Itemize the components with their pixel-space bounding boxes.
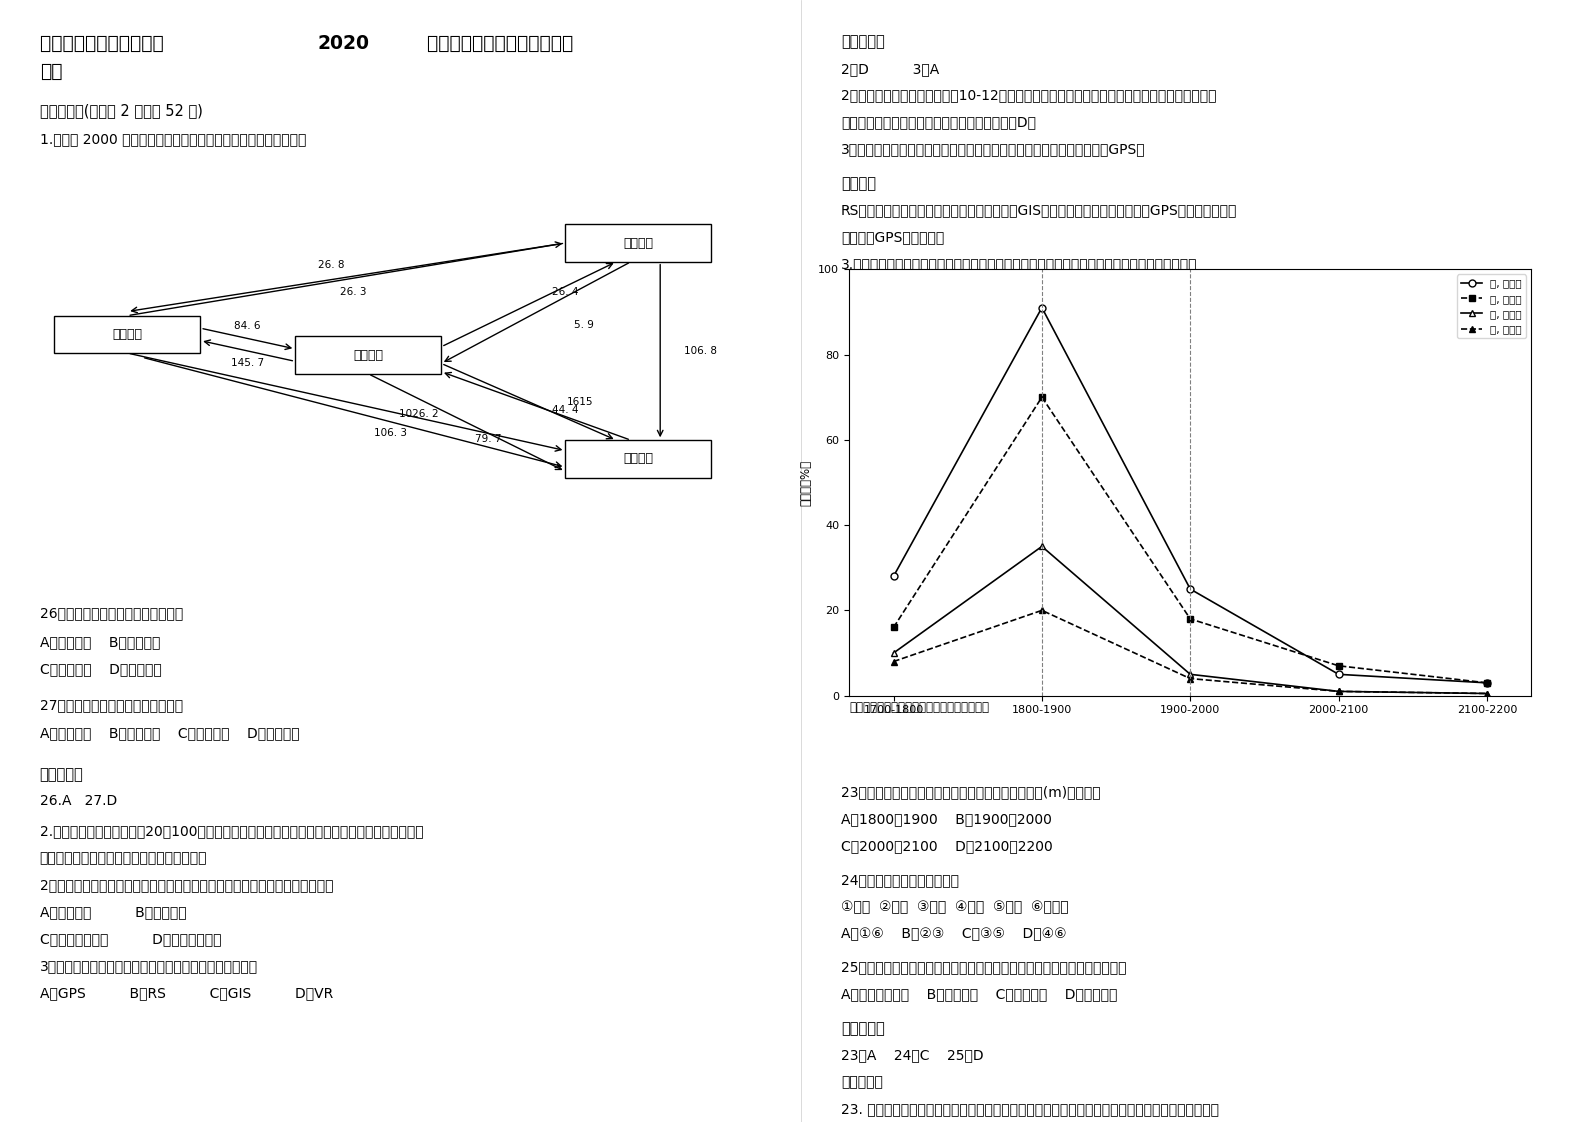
阳, 背风坡 xyxy=(1033,604,1052,617)
Text: 1.读我国 2000 年四大地区之间人口流动示意图（单位：万人）。: 1.读我国 2000 年四大地区之间人口流动示意图（单位：万人）。 xyxy=(40,132,306,146)
Text: 年高三地理上学期期末试卷含: 年高三地理上学期期末试卷含 xyxy=(421,34,573,53)
Text: A．①⑥    B．②③    C．③⑤    D．④⑥: A．①⑥ B．②③ C．③⑤ D．④⑥ xyxy=(841,927,1066,940)
Text: 东部地区: 东部地区 xyxy=(624,452,654,466)
Text: 1026. 2: 1026. 2 xyxy=(400,410,440,420)
Text: C．2000～2100    D．2100～2200: C．2000～2100 D．2100～2200 xyxy=(841,839,1052,853)
Text: 26. 3: 26. 3 xyxy=(340,287,367,297)
Text: 2．D          3．A: 2．D 3．A xyxy=(841,62,940,75)
Text: 参考答案：: 参考答案： xyxy=(40,767,84,782)
Text: 东北地区: 东北地区 xyxy=(624,237,654,249)
Text: 2.亚轨道一般是指距离地面20至100千米的空域，处于现有飞机的最高飞行高度和卫星最低轨道高: 2.亚轨道一般是指距离地面20至100千米的空域，处于现有飞机的最高飞行高度和卫… xyxy=(40,825,424,838)
Text: 【点睛】: 【点睛】 xyxy=(841,176,876,191)
阳, 背风坡 xyxy=(884,655,903,669)
Text: 中部地区: 中部地区 xyxy=(354,349,382,361)
Text: A．东部地区    B．中部地区: A．东部地区 B．中部地区 xyxy=(40,635,160,649)
阴, 迎风坡 xyxy=(884,570,903,583)
阳, 迎风坡 xyxy=(1033,540,1052,553)
Text: 2．中纬度地区的对流层厚度为10-12千米，飞行器自地面进入亚轨道下界即是从对流层进入平流: 2．中纬度地区的对流层厚度为10-12千米，飞行器自地面进入亚轨道下界即是从对流… xyxy=(841,89,1217,102)
阴, 背风坡 xyxy=(1181,613,1200,626)
Text: 25．调查发现，近年来高山苔原带中该森林植被增长趋势明显，主要原因是: 25．调查发现，近年来高山苔原带中该森林植被增长趋势明显，主要原因是 xyxy=(841,960,1127,974)
Text: 27．四大地区中人口流动量最小的是: 27．四大地区中人口流动量最小的是 xyxy=(40,698,183,711)
Text: C．先上升后下降          D．先下降后升高: C．先上升后下降 D．先下降后升高 xyxy=(40,932,221,946)
阴, 背风坡 xyxy=(1033,390,1052,404)
Legend: 阴, 迎风坡, 阴, 背风坡, 阳, 迎风坡, 阳, 背风坡: 阴, 迎风坡, 阴, 背风坡, 阳, 迎风坡, 阳, 背风坡 xyxy=(1457,275,1527,339)
Text: 3．确定亚轨道内飞行器飞行位置所使用的地理信息技术是: 3．确定亚轨道内飞行器飞行位置所使用的地理信息技术是 xyxy=(40,959,257,973)
Text: A．GPS          B．RS          C．GIS          D．VR: A．GPS B．RS C．GIS D．VR xyxy=(40,986,333,1000)
Text: 3．确定亚轨道内飞行器飞行位置，即定位功能所使用的地理信息技术是GPS。: 3．确定亚轨道内飞行器飞行位置，即定位功能所使用的地理信息技术是GPS。 xyxy=(841,142,1146,156)
Text: 23．A    24．C    25．D: 23．A 24．C 25．D xyxy=(841,1048,984,1061)
阴, 迎风坡 xyxy=(1033,301,1052,314)
Text: A．土壤肥力增强    B．封山育林    C．降水增加    D．气候变暖: A．土壤肥力增强 B．封山育林 C．降水增加 D．气候变暖 xyxy=(841,987,1117,1001)
阳, 背风坡 xyxy=(1328,684,1347,698)
Text: A．一直下降          B．一直上升: A．一直下降 B．一直上升 xyxy=(40,905,186,919)
Text: RS主要适用于影像的获取及动态追踪等情境。GIS适用于数据分析及区域定位。GPS则适用于导航定: RS主要适用于影像的获取及动态追踪等情境。GIS适用于数据分析及区域定位。GPS… xyxy=(841,203,1238,217)
Text: 106. 8: 106. 8 xyxy=(684,346,717,356)
阳, 迎风坡 xyxy=(884,646,903,660)
Text: 位，注意GPS是点定位。: 位，注意GPS是点定位。 xyxy=(841,230,944,243)
Line: 阴, 背风坡: 阴, 背风坡 xyxy=(890,394,1490,687)
Text: 26. 4: 26. 4 xyxy=(552,287,579,297)
Text: 2020: 2020 xyxy=(317,34,370,53)
Text: 106. 3: 106. 3 xyxy=(373,427,406,438)
FancyBboxPatch shape xyxy=(54,315,200,353)
Text: 79. 7: 79. 7 xyxy=(476,434,501,444)
Y-axis label: 百分比（%）: 百分比（%） xyxy=(800,459,813,506)
Text: 一、选择题(每小题 2 分，共 52 分): 一、选择题(每小题 2 分，共 52 分) xyxy=(40,103,203,118)
Text: 23．该山地自然带垂直带谱中此森林集中分布的海拔(m)最可能是: 23．该山地自然带垂直带谱中此森林集中分布的海拔(m)最可能是 xyxy=(841,785,1101,799)
Text: 26．四大地区中人口流入量最大的是: 26．四大地区中人口流入量最大的是 xyxy=(40,606,183,619)
Text: 24．该森林植被的生长习性是: 24．该森林植被的生长习性是 xyxy=(841,873,959,886)
Text: 参考答案：: 参考答案： xyxy=(841,1021,886,1036)
Text: 试题分析：: 试题分析： xyxy=(841,1075,882,1088)
阴, 背风坡 xyxy=(1328,659,1347,672)
Text: A．1800～1900    B．1900～2000: A．1800～1900 B．1900～2000 xyxy=(841,812,1052,826)
FancyBboxPatch shape xyxy=(565,440,711,478)
Text: 2．中纬度地区，某飞行器自地面进入亚轨道下界时，其气温变化的一般特点是: 2．中纬度地区，某飞行器自地面进入亚轨道下界时，其气温变化的一般特点是 xyxy=(40,879,333,892)
Text: 层，其气温变化的一般特点是先下降后升高，选D。: 层，其气温变化的一般特点是先下降后升高，选D。 xyxy=(841,116,1036,129)
FancyBboxPatch shape xyxy=(565,224,711,261)
阳, 迎风坡 xyxy=(1477,687,1497,700)
Line: 阴, 迎风坡: 阴, 迎风坡 xyxy=(890,304,1490,687)
Text: 26. 8: 26. 8 xyxy=(319,260,344,269)
Text: 河北省保定市卢龙县中学: 河北省保定市卢龙县中学 xyxy=(40,34,170,53)
Text: C．西部地区    D．东北地区: C．西部地区 D．东北地区 xyxy=(40,662,162,675)
阴, 迎风坡 xyxy=(1181,582,1200,596)
Text: 23. 读图，根据曲线形态，该山地自然带垂直带谱中，根据森林分布百分比，此森林集中分布处的海: 23. 读图，根据曲线形态，该山地自然带垂直带谱中，根据森林分布百分比，此森林集… xyxy=(841,1102,1219,1115)
Text: 5. 9: 5. 9 xyxy=(573,320,594,330)
Text: 参考答案：: 参考答案： xyxy=(841,34,886,48)
阴, 迎风坡 xyxy=(1477,677,1497,690)
阴, 迎风坡 xyxy=(1328,668,1347,681)
Text: 26.A   27.D: 26.A 27.D xyxy=(40,794,117,808)
Text: 145. 7: 145. 7 xyxy=(232,358,265,368)
阳, 背风坡 xyxy=(1477,687,1497,700)
FancyBboxPatch shape xyxy=(295,337,441,374)
Line: 阳, 迎风坡: 阳, 迎风坡 xyxy=(890,543,1490,697)
Line: 阳, 背风坡: 阳, 背风坡 xyxy=(890,607,1490,697)
阳, 迎风坡 xyxy=(1181,668,1200,681)
Text: 84. 6: 84. 6 xyxy=(235,321,260,331)
Text: 1615: 1615 xyxy=(567,397,594,407)
Text: A．东部地区    B．中部地区    C．西部地区    D．东北地区: A．东部地区 B．中部地区 C．西部地区 D．东北地区 xyxy=(40,726,300,739)
Text: 度之间，也称为天空过渡区。完成下面小题。: 度之间，也称为天空过渡区。完成下面小题。 xyxy=(40,852,208,865)
阳, 背风坡 xyxy=(1181,672,1200,686)
Text: 不同海拔、不同坡向某森林植被分布百分比图: 不同海拔、不同坡向某森林植被分布百分比图 xyxy=(849,701,989,715)
Text: ①喜光  ②抗风  ③喜湿  ④耐寒  ⑤喜阴  ⑥耐贫瘠: ①喜光 ②抗风 ③喜湿 ④耐寒 ⑤喜阴 ⑥耐贫瘠 xyxy=(841,900,1068,913)
阴, 背风坡 xyxy=(884,620,903,634)
Text: 44. 4: 44. 4 xyxy=(552,405,579,415)
Text: 3.下图为我国季风区某山地不同海拔、不同坡向某森林植被分布百分比图，据此完成下列各题。: 3.下图为我国季风区某山地不同海拔、不同坡向某森林植被分布百分比图，据此完成下列… xyxy=(841,257,1198,270)
阴, 背风坡 xyxy=(1477,677,1497,690)
阳, 迎风坡 xyxy=(1328,684,1347,698)
Text: 西部地区: 西部地区 xyxy=(113,328,143,341)
Text: 解析: 解析 xyxy=(40,62,62,81)
